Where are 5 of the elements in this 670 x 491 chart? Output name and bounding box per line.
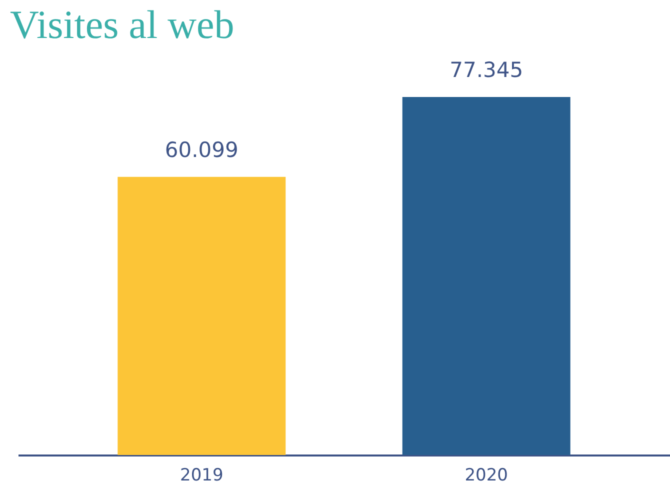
data-label: 60.099 [164, 138, 238, 162]
x-tick-label: 2019 [180, 466, 224, 486]
data-label: 77.345 [450, 58, 524, 82]
x-tick-label: 2020 [464, 466, 508, 486]
chart-title: Visites al web [10, 2, 234, 47]
